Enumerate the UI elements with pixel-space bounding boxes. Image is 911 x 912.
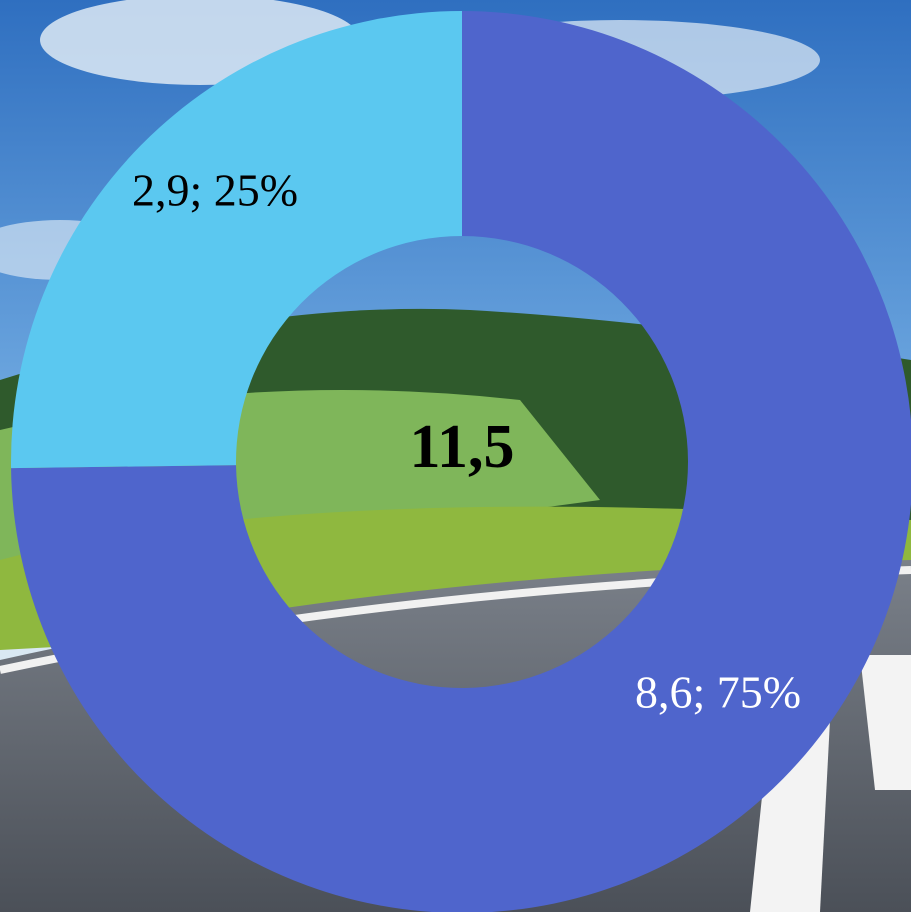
center-total: 11,5 — [409, 413, 514, 481]
page: 8,6; 75%2,9; 25% 11,5 (() => { const dat… — [0, 0, 911, 912]
data-label: 8,6; 75% — [635, 667, 801, 718]
chart: 8,6; 75% 2,9; 25% 11,5 — [0, 0, 911, 912]
data-label: 2,9; 25% — [132, 165, 298, 216]
